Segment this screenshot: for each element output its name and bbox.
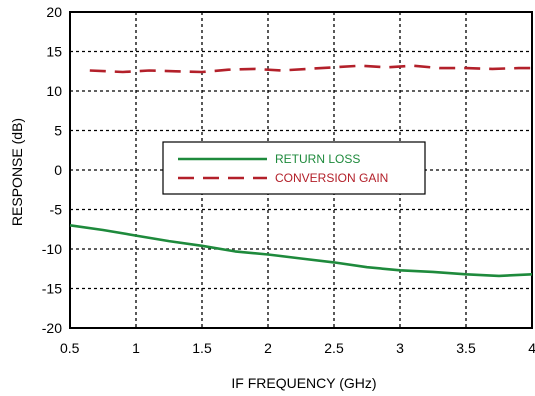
y-axis-title: RESPONSE (dB) [9, 118, 25, 226]
legend-label-conversion-gain: CONVERSION GAIN [275, 171, 388, 185]
x-tick-label: 3.5 [456, 340, 476, 356]
y-tick-label: 5 [54, 123, 62, 139]
y-tick-label: 10 [46, 83, 62, 99]
y-tick-label: 15 [46, 44, 62, 60]
y-axis-ticks: -20 -15 -10 -5 0 5 10 15 20 [42, 4, 62, 336]
x-tick-label: 2 [264, 340, 272, 356]
x-axis-title: IF FREQUENCY (GHz) [231, 375, 376, 391]
plot-area-frame [69, 11, 533, 329]
y-tick-label: 20 [46, 4, 62, 20]
y-tick-label: -15 [42, 281, 62, 297]
series-line-conversion-gain [89, 64, 532, 74]
legend-label-return-loss: RETURN LOSS [275, 152, 360, 166]
x-tick-label: 1 [132, 340, 140, 356]
y-tick-label: -20 [42, 320, 62, 336]
x-tick-label: 2.5 [324, 340, 344, 356]
x-axis-ticks: 0.5 1 1.5 2 2.5 3 3.5 4 [60, 340, 535, 356]
x-tick-label: 4 [528, 340, 535, 356]
y-tick-label: 0 [54, 162, 62, 178]
legend: RETURN LOSS CONVERSION GAIN [162, 141, 426, 195]
series-lines [69, 64, 533, 278]
x-tick-label: 3 [396, 340, 404, 356]
series-line-return-loss [69, 224, 533, 278]
x-tick-label: 1.5 [192, 340, 212, 356]
x-tick-label: 0.5 [60, 340, 80, 356]
y-tick-label: -10 [42, 241, 62, 257]
legend-box [162, 141, 426, 195]
y-tick-label: -5 [50, 202, 63, 218]
